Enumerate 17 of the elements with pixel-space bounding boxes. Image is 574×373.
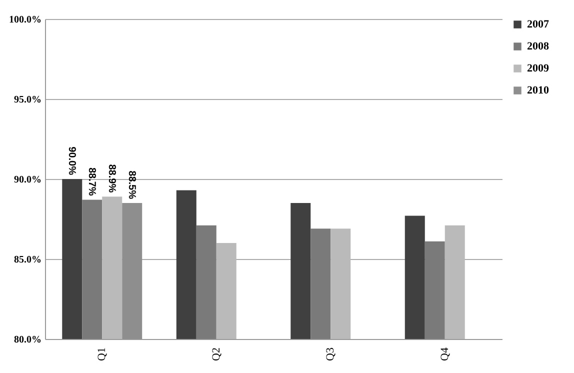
x-tick-label: Q1 bbox=[96, 348, 108, 361]
data-label: 88.9% bbox=[106, 164, 118, 193]
y-tick-label: 95.0% bbox=[14, 94, 42, 106]
data-label: 90.0% bbox=[66, 146, 78, 176]
legend-label: 2007 bbox=[527, 18, 550, 30]
y-tick-label: 80.0% bbox=[14, 334, 42, 346]
x-tick-label: Q3 bbox=[324, 347, 337, 361]
legend-label: 2008 bbox=[527, 40, 550, 52]
data-label: 88.7% bbox=[86, 167, 98, 196]
y-tick-label: 100.0% bbox=[9, 14, 42, 26]
legend-label: 2010 bbox=[527, 84, 550, 96]
data-label: 88.5% bbox=[126, 170, 138, 200]
x-tick-label: Q4 bbox=[438, 347, 451, 361]
y-tick-label: 85.0% bbox=[14, 254, 42, 266]
legend-label: 2009 bbox=[527, 62, 550, 74]
y-tick-label: 90.0% bbox=[14, 174, 42, 186]
x-tick-label: Q2 bbox=[210, 348, 222, 361]
